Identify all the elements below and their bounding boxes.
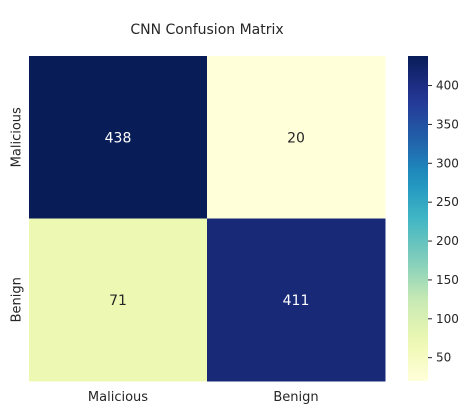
cell-value-label: 71	[109, 293, 127, 309]
colorbar-tick-label: 50	[436, 351, 451, 365]
colorbar-tick-label: 100	[436, 312, 459, 326]
colorbar: 50 100 150 200 250 300 350 400	[408, 56, 459, 381]
colorbar-tick-label: 150	[436, 273, 459, 287]
colorbar-tick-label: 350	[436, 117, 459, 131]
colorbar-gradient	[408, 56, 428, 381]
y-tick-label: Malicious	[10, 107, 25, 167]
colorbar-tick-label: 300	[436, 156, 459, 170]
colorbar-tick-label: 200	[436, 234, 459, 248]
heatmap-cell	[207, 218, 386, 382]
heatmap-cell	[29, 56, 208, 219]
colorbar-tick-label: 250	[436, 195, 459, 209]
heatmap-cell	[207, 56, 386, 219]
colorbar-tick-label: 400	[436, 79, 459, 93]
cell-value-label: 438	[105, 130, 132, 146]
heatmap-cells: 438 20 71 411	[29, 56, 386, 382]
x-axis-ticks: Malicious Benign	[88, 390, 319, 405]
x-tick-label: Malicious	[88, 390, 148, 405]
y-axis-ticks: Malicious Benign	[10, 107, 25, 322]
cell-value-label: 411	[283, 293, 310, 309]
cell-value-label: 20	[287, 130, 305, 146]
chart-title: CNN Confusion Matrix	[130, 22, 283, 38]
x-tick-label: Benign	[273, 390, 318, 405]
y-tick-label: Benign	[10, 277, 25, 322]
heatmap-cell	[29, 218, 208, 382]
